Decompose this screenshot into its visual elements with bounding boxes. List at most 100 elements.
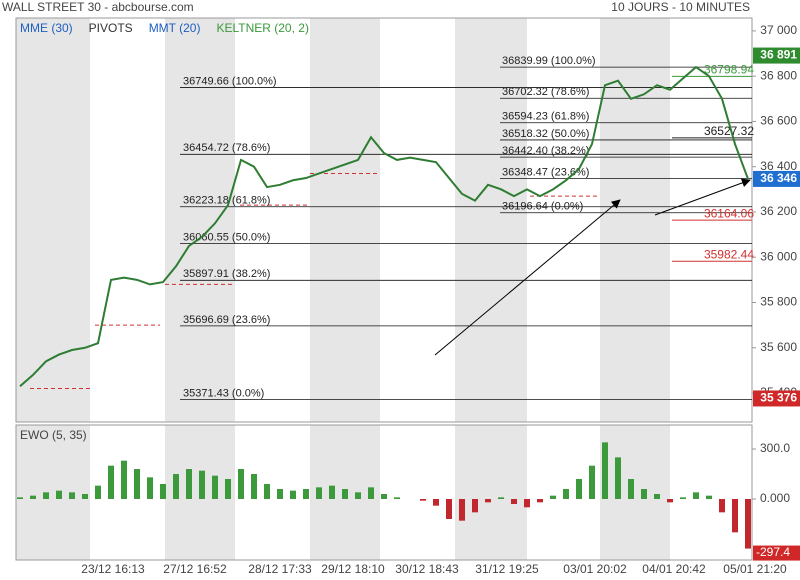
fib-label: 36518.32 (50.0%) bbox=[502, 128, 589, 140]
ewo-bar bbox=[108, 465, 114, 499]
y-tick-label: 36 800 bbox=[760, 68, 797, 82]
ewo-bar bbox=[264, 484, 270, 499]
ewo-bar bbox=[147, 477, 153, 499]
ewo-bar bbox=[238, 469, 244, 499]
ewo-bar bbox=[693, 492, 699, 499]
fib-level: 36442.40 (38.2%) bbox=[500, 145, 752, 158]
ewo-bar bbox=[628, 479, 634, 499]
fib-label: 36442.40 (38.2%) bbox=[502, 145, 589, 157]
ewo-panel bbox=[15, 424, 753, 561]
ewo-bar bbox=[30, 495, 36, 499]
ewo-bar bbox=[199, 470, 205, 499]
fib-label: 35371.43 (0.0%) bbox=[183, 387, 264, 399]
fib-label: 36594.23 (61.8%) bbox=[502, 111, 589, 123]
ewo-bar bbox=[511, 499, 517, 504]
ewo-bar bbox=[355, 492, 361, 499]
price-tag-label: 36 346 bbox=[760, 171, 797, 185]
fib-label: 35696.69 (23.6%) bbox=[183, 314, 270, 326]
ewo-bar bbox=[498, 497, 504, 499]
fib-level: 35371.43 (0.0%) bbox=[180, 387, 752, 400]
ewo-bar bbox=[667, 499, 673, 503]
ewo-bar bbox=[368, 487, 374, 499]
fib-level: 35696.69 (23.6%) bbox=[180, 314, 752, 327]
fib-label: 36749.66 (100.0%) bbox=[183, 75, 277, 87]
ewo-bar bbox=[186, 469, 192, 499]
pivot-label: 35982.44 bbox=[704, 247, 754, 261]
y-tick-label: 35 600 bbox=[760, 340, 797, 354]
ewo-bar bbox=[381, 494, 387, 499]
fib-level: 36702.32 (78.6%) bbox=[500, 86, 752, 99]
pivot-label: 36527.32 bbox=[704, 124, 754, 138]
ewo-bar bbox=[17, 497, 23, 499]
ewo-bar bbox=[225, 479, 231, 499]
ewo-bar bbox=[472, 499, 478, 513]
ewo-bar bbox=[329, 485, 335, 499]
ewo-bar bbox=[576, 479, 582, 499]
fib-label: 36348.47 (23.6%) bbox=[502, 166, 589, 178]
arrow bbox=[654, 178, 751, 216]
ewo-bar bbox=[160, 484, 166, 499]
fib-level: 36196.64 (0.0%) bbox=[500, 201, 752, 214]
ewo-bar bbox=[433, 499, 439, 506]
ewo-bar bbox=[277, 489, 283, 499]
arrow bbox=[434, 199, 621, 356]
pivot-label: 36164.06 bbox=[704, 206, 754, 220]
x-tick-label: 03/01 20:02 bbox=[563, 562, 627, 576]
legend-entry: MMT (20) bbox=[149, 21, 201, 35]
x-tick-label: 30/12 18:43 bbox=[395, 562, 459, 576]
price-tag bbox=[753, 170, 800, 187]
ewo-bar bbox=[43, 492, 49, 499]
ewo-bar bbox=[56, 490, 62, 499]
ewo-bar bbox=[121, 460, 127, 499]
fib-level: 36749.66 (100.0%) bbox=[180, 75, 752, 88]
fib-level: 36518.32 (50.0%) bbox=[500, 128, 752, 141]
ewo-tag-label: -297.4 bbox=[756, 545, 790, 559]
ewo-bar bbox=[537, 499, 543, 503]
x-tick-label: 05/01 21:20 bbox=[723, 562, 787, 576]
ewo-tag bbox=[753, 545, 800, 561]
ewo-bar bbox=[82, 494, 88, 499]
x-tick-label: 28/12 17:33 bbox=[248, 562, 312, 576]
x-tick-label: 23/12 16:13 bbox=[81, 562, 145, 576]
x-tick-label: 31/12 19:25 bbox=[475, 562, 539, 576]
fib-level: 36348.47 (23.6%) bbox=[500, 166, 752, 179]
fib-label: 36196.64 (0.0%) bbox=[502, 201, 583, 213]
pivot-label: 36798.94 bbox=[704, 63, 754, 77]
ewo-bar bbox=[459, 499, 465, 521]
ewo-bar bbox=[745, 499, 751, 549]
ewo-bar bbox=[251, 474, 257, 499]
fib-level: 35897.91 (38.2%) bbox=[180, 268, 752, 281]
ewo-bar bbox=[485, 499, 491, 503]
ewo-bar bbox=[719, 499, 725, 513]
price-tag-label: 35 376 bbox=[760, 391, 797, 405]
ewo-bar bbox=[654, 494, 660, 499]
ewo-bar bbox=[550, 495, 556, 499]
legend-entry: PIVOTS bbox=[89, 21, 133, 35]
fib-label: 36454.72 (78.6%) bbox=[183, 142, 270, 154]
y-tick-label: 300.0 bbox=[760, 441, 790, 455]
y-tick-label: 0.000 bbox=[760, 491, 790, 505]
fib-level: 36223.18 (61.8%) bbox=[180, 195, 752, 208]
fib-level: 36594.23 (61.8%) bbox=[500, 111, 752, 124]
ewo-bar bbox=[134, 469, 140, 499]
fib-level: 36454.72 (78.6%) bbox=[180, 142, 752, 155]
ewo-bar bbox=[641, 489, 647, 499]
ewo-bar bbox=[563, 489, 569, 499]
ewo-bar bbox=[524, 499, 530, 508]
ewo-bar bbox=[602, 442, 608, 499]
ewo-title: EWO (5, 35) bbox=[20, 428, 87, 442]
x-tick-label: 27/12 16:52 bbox=[163, 562, 227, 576]
ewo-bar bbox=[290, 490, 296, 499]
ewo-bar bbox=[69, 492, 75, 499]
fib-label: 36223.18 (61.8%) bbox=[183, 195, 270, 207]
y-tick-label: 35 800 bbox=[760, 295, 797, 309]
ewo-bar bbox=[589, 465, 595, 499]
fib-label: 35897.91 (38.2%) bbox=[183, 268, 270, 280]
ewo-bar bbox=[680, 497, 686, 499]
legend-entry: KELTNER (20, 2) bbox=[216, 21, 308, 35]
legend-entry: MME (30) bbox=[20, 21, 73, 35]
ewo-bar bbox=[732, 499, 738, 533]
y-tick-label: 36 400 bbox=[760, 159, 797, 173]
